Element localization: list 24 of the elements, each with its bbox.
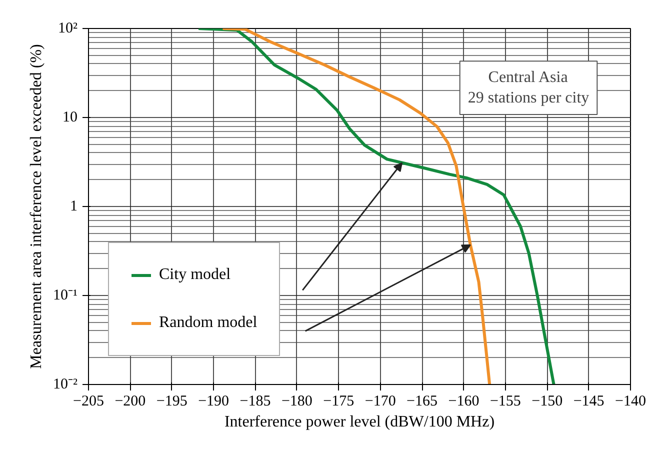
- x-axis-title: Interference power level (dBW/100 MHz): [224, 414, 495, 430]
- x-tick-label: −140: [615, 394, 646, 410]
- x-tick-label: −190: [198, 394, 230, 410]
- y-tick-label: 1: [70, 198, 78, 214]
- x-tick-label: −150: [532, 394, 563, 410]
- x-tick-label: −205: [73, 394, 104, 410]
- x-tick-label: −180: [281, 394, 312, 410]
- x-tick-label: −200: [114, 394, 146, 410]
- x-tick-label: −185: [240, 394, 271, 410]
- x-tick-label: −155: [490, 394, 521, 410]
- y-tick-label: 10²: [58, 20, 78, 36]
- y-tick-label: 10: [62, 110, 78, 126]
- x-tick-label: −170: [364, 394, 396, 410]
- x-tick-label: −160: [448, 394, 480, 410]
- legend-label: City model: [159, 266, 231, 284]
- y-axis-title: Measurement area interference level exceeded (%): [28, 44, 46, 369]
- legend-label: Random model: [159, 314, 258, 332]
- x-tick-label: −165: [406, 394, 438, 410]
- y-tick-label: 10⁻¹: [53, 288, 78, 304]
- annotation: Central Asia 29 stations per city: [468, 69, 590, 106]
- x-tick-label: −175: [323, 394, 354, 410]
- x-tick-label: −145: [573, 394, 604, 410]
- x-tick-label: −195: [156, 394, 188, 410]
- y-tick-label: 10⁻²: [53, 376, 78, 392]
